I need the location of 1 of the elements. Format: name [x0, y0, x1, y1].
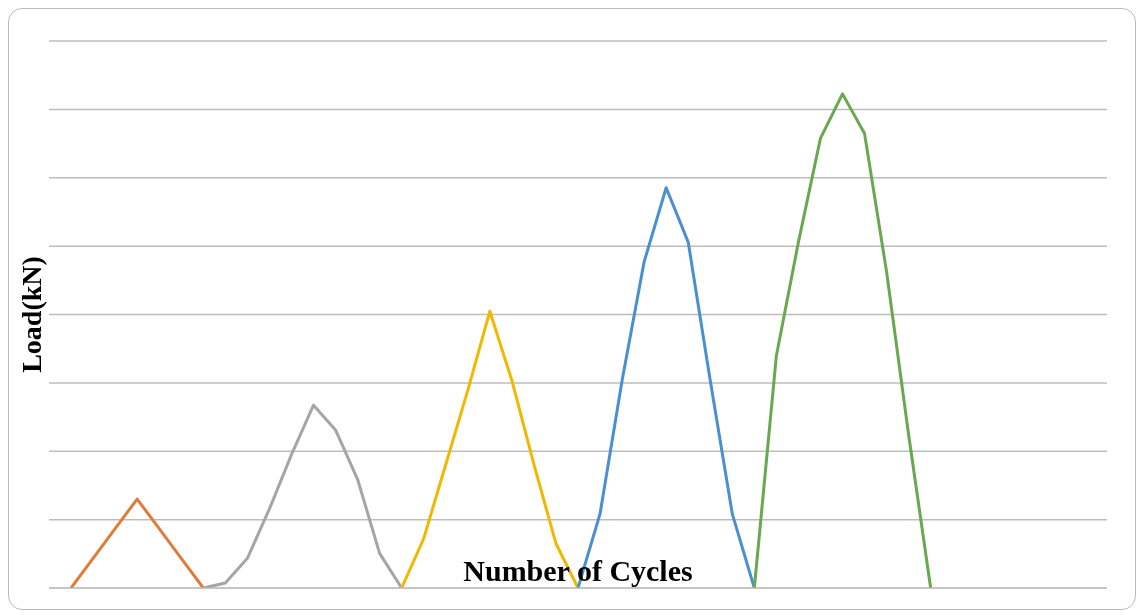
y-axis-title: Load(kN) [15, 256, 47, 373]
